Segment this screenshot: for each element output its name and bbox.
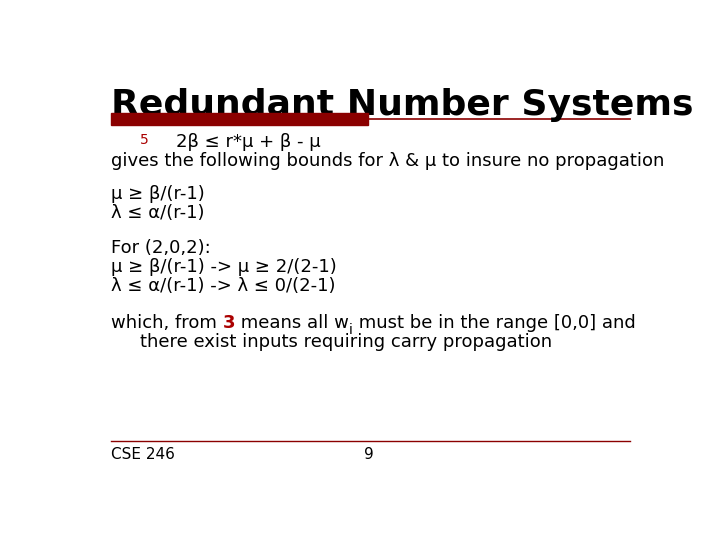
Text: gives the following bounds for λ & μ to insure no propagation: gives the following bounds for λ & μ to … (111, 152, 665, 170)
Text: 3: 3 (222, 314, 235, 332)
Text: must be in the range [0,0] and: must be in the range [0,0] and (353, 314, 636, 332)
Text: means all w: means all w (235, 314, 349, 332)
Text: Redundant Number Systems: Redundant Number Systems (111, 87, 693, 122)
Text: CSE 246: CSE 246 (111, 447, 175, 462)
Text: 9: 9 (364, 447, 374, 462)
Text: 5: 5 (140, 133, 149, 147)
Text: For (2,0,2):: For (2,0,2): (111, 239, 211, 258)
Text: 2β ≤ r*μ + β - μ: 2β ≤ r*μ + β - μ (176, 133, 321, 151)
Bar (111, 113, 368, 125)
Text: μ ≥ β/(r-1): μ ≥ β/(r-1) (111, 185, 205, 204)
Text: which, from: which, from (111, 314, 222, 332)
Text: μ ≥ β/(r-1) -> μ ≥ 2/(2-1): μ ≥ β/(r-1) -> μ ≥ 2/(2-1) (111, 258, 337, 276)
Text: λ ≤ α/(r-1): λ ≤ α/(r-1) (111, 204, 204, 222)
Text: there exist inputs requiring carry propagation: there exist inputs requiring carry propa… (140, 333, 552, 351)
Text: λ ≤ α/(r-1) -> λ ≤ 0/(2-1): λ ≤ α/(r-1) -> λ ≤ 0/(2-1) (111, 277, 336, 295)
Text: i: i (349, 323, 353, 338)
